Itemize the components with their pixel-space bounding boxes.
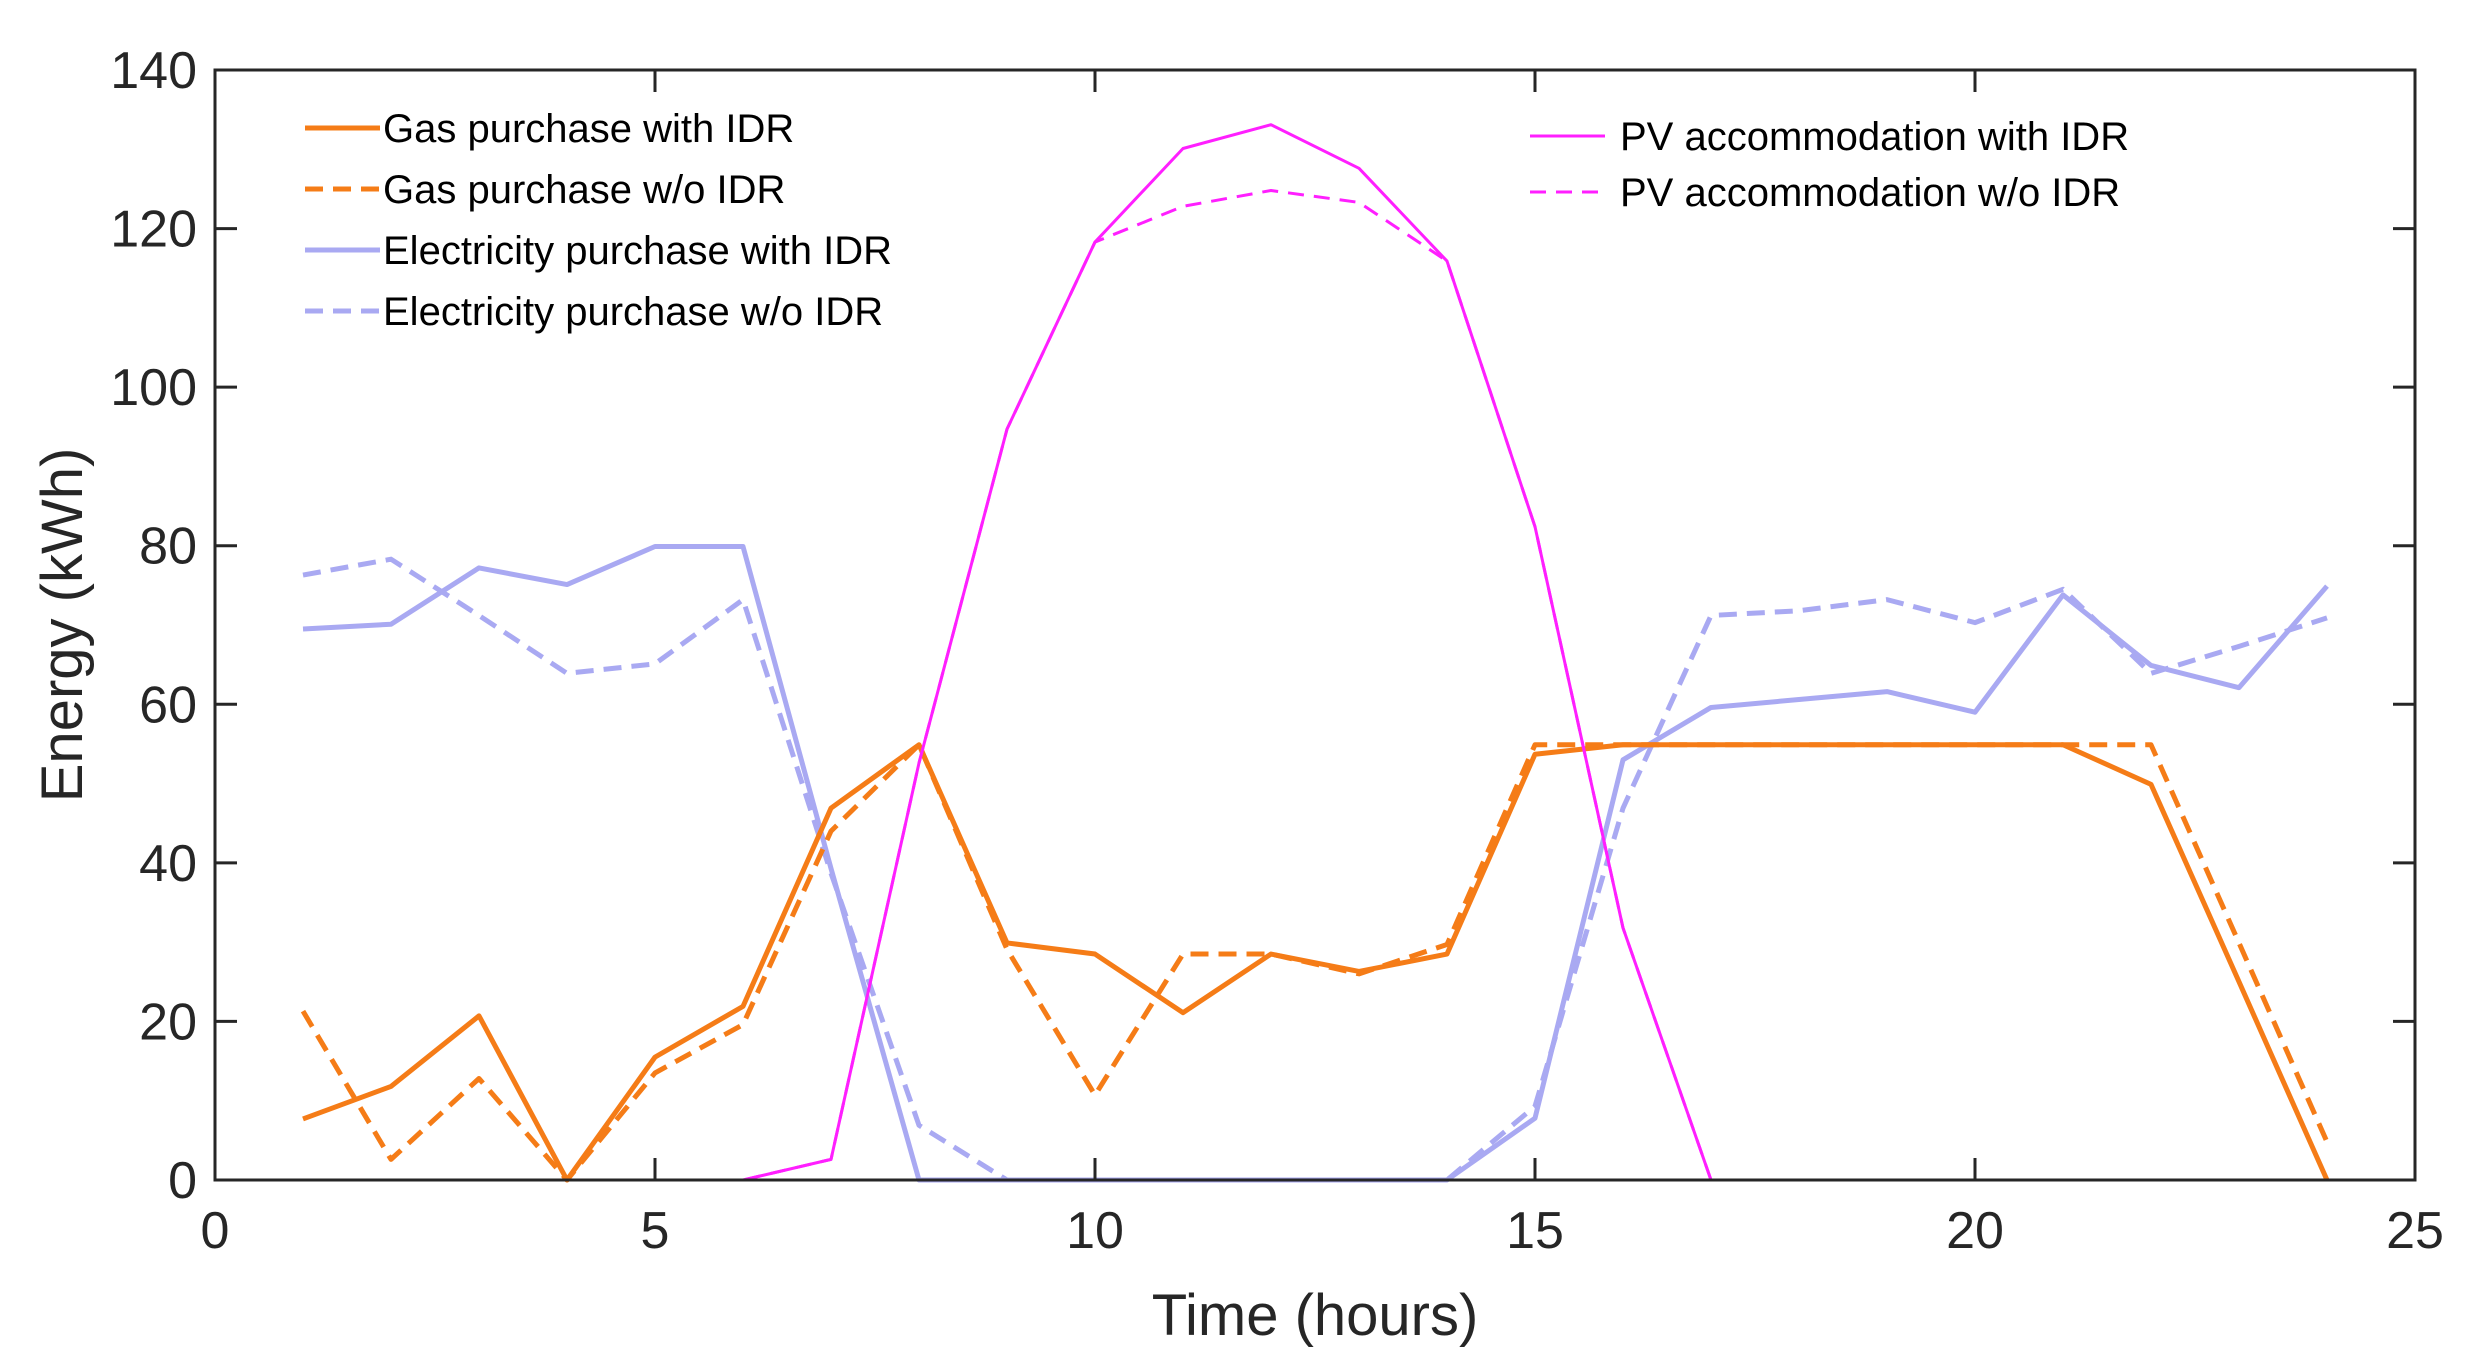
plot-area bbox=[215, 70, 2415, 1180]
x-axis-label: Time (hours) bbox=[1152, 1283, 1479, 1348]
y-tick-label: 120 bbox=[110, 201, 197, 259]
y-tick-label: 0 bbox=[168, 1152, 197, 1210]
axes-box bbox=[213, 68, 2417, 1182]
x-tick-label: 10 bbox=[1066, 1202, 1124, 1260]
series-line-gas-purchase-w-o-idr bbox=[300, 742, 2330, 1183]
legend-layer: Gas purchase with IDR Gas purchase w/o ID… bbox=[305, 107, 2129, 334]
x-tick-label: 25 bbox=[2386, 1202, 2444, 1260]
legend-label-gas-purchase-w-o-idr: Gas purchase w/o IDR bbox=[383, 168, 785, 212]
x-tick-label: 15 bbox=[1506, 1202, 1564, 1260]
legend-label-gas-purchase-with-idr: Gas purchase with IDR bbox=[383, 107, 794, 151]
y-tick-label: 80 bbox=[139, 518, 197, 576]
legend-label-electricity-purchase-with-idr: Electricity purchase with IDR bbox=[383, 229, 892, 273]
legend-label-pv-accommodation-with-idr: PV accommodation with IDR bbox=[1620, 115, 2129, 159]
y-tick-label: 20 bbox=[139, 993, 197, 1051]
y-tick-label: 40 bbox=[139, 835, 197, 893]
x-tick-label: 20 bbox=[1946, 1202, 2004, 1260]
legend-label-pv-accommodation-w-o-idr: PV accommodation w/o IDR bbox=[1620, 171, 2120, 215]
y-tick-label: 100 bbox=[110, 359, 197, 417]
y-tick-label: 60 bbox=[139, 676, 197, 734]
x-tick-label: 0 bbox=[201, 1202, 230, 1260]
legend-label-electricity-purchase-w-o-idr: Electricity purchase w/o IDR bbox=[383, 290, 883, 334]
ticks-layer: 0 5 10 15 20 25 0 20 40 60 80 100 120 140 bbox=[110, 42, 2444, 1260]
y-axis-label: Energy (kWh) bbox=[30, 448, 95, 803]
x-tick-label: 5 bbox=[641, 1202, 670, 1260]
y-tick-label: 140 bbox=[110, 42, 197, 100]
